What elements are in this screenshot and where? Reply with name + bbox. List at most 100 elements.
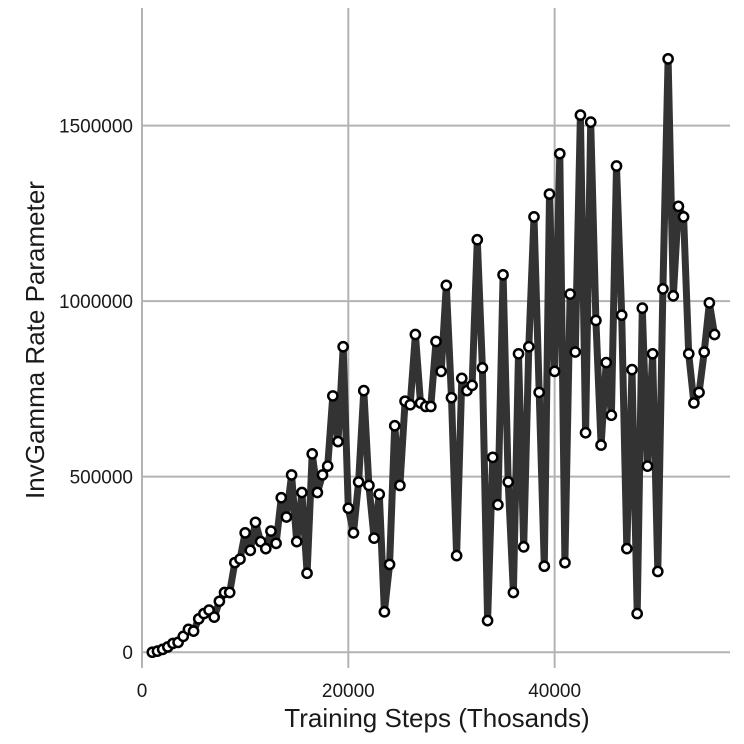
data-point — [239, 526, 252, 539]
data-point — [698, 346, 711, 358]
data-point — [590, 314, 602, 327]
data-point — [667, 290, 680, 302]
data-point — [321, 460, 334, 472]
data-point — [213, 595, 226, 608]
data-point — [342, 502, 355, 515]
data-point — [672, 200, 685, 213]
data-point — [208, 611, 221, 623]
data-point — [301, 567, 313, 580]
data-point — [615, 309, 628, 322]
y-tick-label: 500000 — [70, 468, 133, 489]
data-point — [471, 233, 484, 246]
data-point — [337, 340, 350, 353]
data-point — [280, 511, 293, 523]
data-point — [275, 491, 288, 504]
y-tick-label: 1500000 — [59, 117, 133, 138]
data-point — [492, 498, 504, 511]
data-point — [682, 347, 695, 360]
data-point — [579, 426, 592, 439]
data-point — [357, 384, 370, 397]
data-point — [311, 486, 324, 499]
data-point — [368, 532, 380, 544]
data-point — [708, 328, 721, 341]
data-point — [440, 279, 453, 292]
data-point — [538, 560, 551, 573]
data-point — [610, 160, 623, 172]
data-point — [244, 544, 257, 557]
data-point — [626, 363, 638, 376]
data-point — [296, 486, 308, 499]
y-tick-labels: 0 500000 1000000 1500000 — [59, 117, 133, 665]
data-point — [703, 297, 716, 309]
data-point — [290, 535, 303, 548]
data-point — [486, 451, 499, 464]
data-point — [507, 586, 520, 599]
data-point — [595, 439, 607, 451]
y-axis-title: InvGamma Rate Parameter — [20, 181, 50, 499]
data-point — [553, 147, 566, 160]
data-point — [352, 476, 365, 488]
data-point — [332, 435, 344, 448]
data-point — [234, 553, 246, 566]
data-point — [631, 607, 644, 620]
data-point — [646, 347, 659, 360]
data-point — [641, 460, 654, 472]
data-point — [559, 556, 571, 569]
data-point — [543, 188, 556, 200]
y-tick-label: 1000000 — [59, 292, 133, 313]
data-point — [445, 391, 458, 404]
data-point — [388, 419, 401, 432]
data-point — [466, 379, 478, 392]
data-point — [512, 347, 525, 360]
x-tick-label: 40000 — [528, 681, 581, 702]
data-point — [306, 448, 319, 460]
data-point — [285, 469, 298, 481]
data-point — [270, 537, 282, 550]
data-point — [394, 479, 406, 492]
data-point — [548, 365, 561, 378]
data-point — [662, 53, 674, 65]
x-axis-title: Training Steps (Thosands) — [284, 703, 589, 733]
data-point — [383, 558, 396, 571]
data-point — [481, 614, 494, 627]
data-point — [620, 542, 633, 555]
data-point — [450, 549, 463, 562]
data-point — [249, 516, 262, 529]
data-point — [584, 116, 597, 128]
x-tick-label: 0 — [137, 681, 148, 702]
data-point — [564, 288, 576, 300]
data-points — [146, 53, 721, 659]
data-point — [693, 386, 705, 399]
data-point — [316, 469, 329, 481]
data-point — [378, 605, 391, 618]
data-point — [409, 328, 422, 341]
data-point — [347, 526, 360, 539]
data-point — [517, 541, 530, 553]
data-point — [528, 211, 540, 223]
data-point — [187, 625, 200, 637]
data-point — [476, 361, 489, 374]
data-point — [223, 586, 236, 599]
data-point — [569, 346, 582, 358]
data-point — [497, 268, 509, 281]
data-point — [430, 335, 442, 348]
data-point — [574, 109, 587, 121]
data-point — [424, 400, 437, 413]
data-point — [326, 390, 339, 402]
data-point — [605, 409, 618, 422]
data-point — [636, 302, 649, 315]
data-point — [404, 398, 417, 411]
data-point — [600, 356, 613, 369]
x-tick-labels: 0 20000 40000 — [137, 681, 581, 702]
data-point — [677, 211, 690, 223]
data-point — [259, 542, 272, 555]
data-point — [373, 488, 386, 501]
data-point — [688, 397, 700, 409]
data-point — [455, 372, 468, 385]
data-point — [533, 386, 546, 399]
data-point — [363, 479, 375, 492]
data-point — [522, 340, 535, 353]
data-point — [435, 365, 448, 378]
data-point — [265, 525, 277, 537]
